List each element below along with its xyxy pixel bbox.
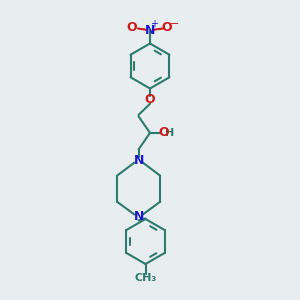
Text: CH₃: CH₃: [134, 273, 157, 284]
Text: O: O: [126, 21, 137, 34]
Text: −: −: [170, 19, 180, 29]
Text: O: O: [158, 126, 169, 140]
Text: +: +: [150, 19, 158, 29]
Text: O: O: [161, 21, 172, 34]
Text: N: N: [145, 24, 155, 38]
Text: H: H: [165, 128, 174, 138]
Text: O: O: [145, 93, 155, 106]
Text: N: N: [134, 210, 144, 223]
Text: N: N: [134, 154, 144, 167]
